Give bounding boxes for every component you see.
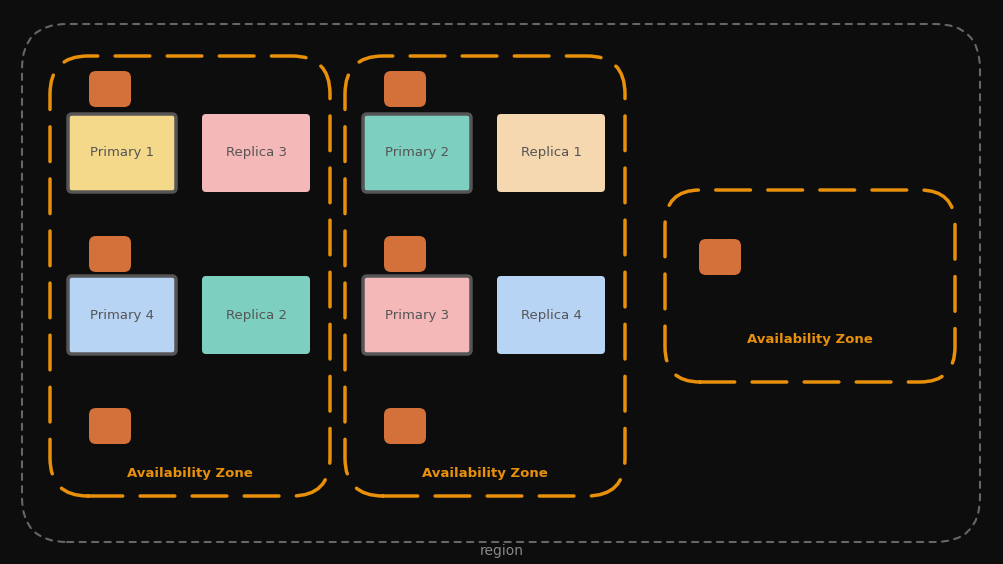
- Text: Replica 1: Replica 1: [520, 147, 581, 160]
- Text: Replica 4: Replica 4: [520, 309, 581, 321]
- FancyBboxPatch shape: [383, 408, 425, 444]
- Text: Primary 4: Primary 4: [90, 309, 153, 321]
- Text: Availability Zone: Availability Zone: [421, 468, 548, 481]
- FancyBboxPatch shape: [89, 236, 130, 272]
- Text: Replica 3: Replica 3: [226, 147, 286, 160]
- FancyBboxPatch shape: [363, 114, 470, 192]
- FancyBboxPatch shape: [89, 71, 130, 107]
- FancyBboxPatch shape: [383, 71, 425, 107]
- FancyBboxPatch shape: [496, 276, 605, 354]
- FancyBboxPatch shape: [202, 114, 310, 192]
- FancyBboxPatch shape: [68, 114, 176, 192]
- Text: Availability Zone: Availability Zone: [127, 468, 253, 481]
- FancyBboxPatch shape: [363, 276, 470, 354]
- FancyBboxPatch shape: [202, 276, 310, 354]
- Text: Primary 2: Primary 2: [384, 147, 448, 160]
- FancyBboxPatch shape: [89, 408, 130, 444]
- FancyBboxPatch shape: [698, 239, 740, 275]
- Text: Primary 3: Primary 3: [384, 309, 448, 321]
- Text: region: region: [479, 544, 524, 558]
- Text: Primary 1: Primary 1: [90, 147, 153, 160]
- FancyBboxPatch shape: [68, 276, 176, 354]
- FancyBboxPatch shape: [383, 236, 425, 272]
- Text: Replica 2: Replica 2: [226, 309, 286, 321]
- FancyBboxPatch shape: [496, 114, 605, 192]
- Text: Availability Zone: Availability Zone: [746, 333, 872, 346]
